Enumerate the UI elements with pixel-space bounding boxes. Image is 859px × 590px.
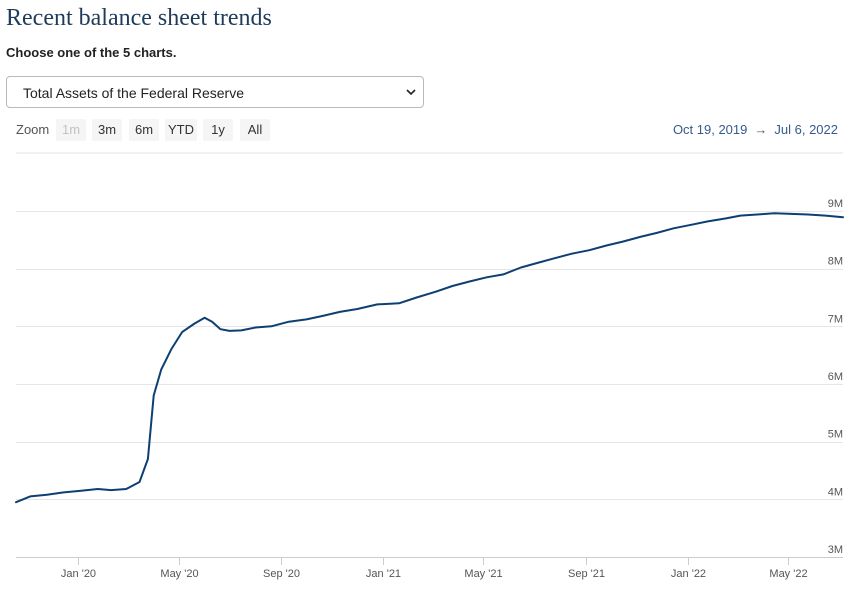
x-tick-label: Jan '21 [366, 568, 401, 580]
zoom-label: Zoom [16, 122, 50, 137]
x-tick-label: Jan '20 [61, 568, 96, 580]
x-tick-label: Sep '21 [568, 568, 605, 580]
y-tick-label: 9M [828, 198, 843, 210]
date-range-to[interactable]: Jul 6, 2022 [774, 122, 838, 137]
page-title: Recent balance sheet trends [6, 5, 272, 31]
zoom-6m-button[interactable]: 6m [129, 119, 159, 141]
series-line [15, 212, 844, 504]
chart-select-dropdown[interactable]: Total Assets of the Federal Reserve [6, 76, 424, 108]
x-tick-label: May '22 [769, 568, 807, 580]
x-tick-label: May '21 [464, 568, 502, 580]
chart-select-value: Total Assets of the Federal Reserve [23, 85, 244, 101]
y-tick-label: 6M [828, 371, 843, 383]
y-tick-label: 3M [828, 544, 843, 556]
y-tick-label: 7M [828, 313, 843, 325]
date-range-from[interactable]: Oct 19, 2019 [672, 122, 748, 137]
zoom-all-button[interactable]: All [240, 119, 270, 141]
arrow-right-icon: → [754, 122, 768, 137]
chevron-down-icon [406, 89, 416, 96]
zoom-1m-button[interactable]: 1m [56, 119, 86, 141]
zoom-ytd-button[interactable]: YTD [165, 119, 197, 141]
chart-chooser-label: Choose one of the 5 charts. [6, 45, 177, 60]
zoom-1y-button[interactable]: 1y [203, 119, 233, 141]
y-tick-label: 8M [828, 256, 843, 268]
zoom-3m-button[interactable]: 3m [92, 119, 122, 141]
date-range: Oct 19, 2019 → Jul 6, 2022 [673, 122, 838, 137]
x-tick-label: Jan '22 [671, 568, 706, 580]
y-tick-label: 4M [828, 486, 843, 498]
x-tick-label: Sep '20 [263, 568, 300, 580]
y-tick-label: 5M [828, 429, 843, 441]
x-tick-label: May '20 [160, 568, 198, 580]
